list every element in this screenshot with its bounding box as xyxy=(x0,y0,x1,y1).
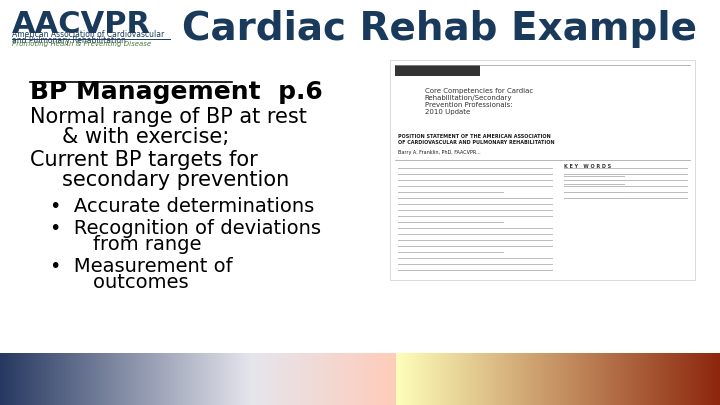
FancyBboxPatch shape xyxy=(395,65,480,76)
Text: and Pulmonary Rehabilitation: and Pulmonary Rehabilitation xyxy=(12,36,126,45)
Text: Current BP targets for: Current BP targets for xyxy=(30,150,258,170)
Text: Cardiac Rehab Example: Cardiac Rehab Example xyxy=(182,10,698,48)
Text: Barry A. Franklin, PhD, FAACVPR...: Barry A. Franklin, PhD, FAACVPR... xyxy=(398,150,481,155)
Text: Promoting Health & Preventing Disease: Promoting Health & Preventing Disease xyxy=(12,41,151,47)
Text: •  Measurement of: • Measurement of xyxy=(50,257,233,276)
FancyBboxPatch shape xyxy=(390,60,695,280)
FancyBboxPatch shape xyxy=(8,5,183,65)
Text: •  Recognition of deviations: • Recognition of deviations xyxy=(50,219,321,238)
Text: Normal range of BP at rest: Normal range of BP at rest xyxy=(30,107,307,127)
Text: •  Accurate determinations: • Accurate determinations xyxy=(50,197,314,216)
Text: Core Competencies for Cardiac
Rehabilitation/Secondary
Prevention Professionals:: Core Competencies for Cardiac Rehabilita… xyxy=(425,88,533,115)
Text: POSITION STATEMENT OF THE AMERICAN ASSOCIATION
OF CARDIOVASCULAR AND PULMONARY R: POSITION STATEMENT OF THE AMERICAN ASSOC… xyxy=(398,134,554,145)
Text: K E Y   W O R D S: K E Y W O R D S xyxy=(564,164,611,169)
Text: outcomes: outcomes xyxy=(68,273,189,292)
Text: BP Management  p.6: BP Management p.6 xyxy=(30,80,323,104)
Text: & with exercise;: & with exercise; xyxy=(62,127,229,147)
Text: American Association of Cardiovascular: American Association of Cardiovascular xyxy=(12,30,164,39)
Text: from range: from range xyxy=(68,235,202,254)
Text: secondary prevention: secondary prevention xyxy=(62,170,289,190)
Text: AACVPR: AACVPR xyxy=(12,10,151,39)
